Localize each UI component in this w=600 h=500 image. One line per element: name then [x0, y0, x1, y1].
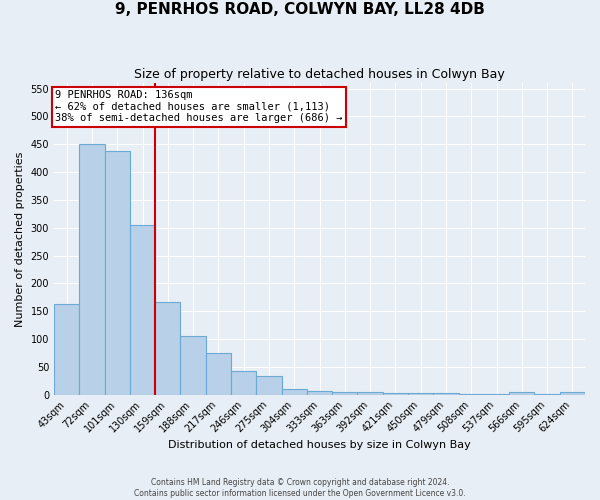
Bar — [281, 389, 307, 394]
Title: Size of property relative to detached houses in Colwyn Bay: Size of property relative to detached ho… — [134, 68, 505, 80]
Text: Contains HM Land Registry data © Crown copyright and database right 2024.
Contai: Contains HM Land Registry data © Crown c… — [134, 478, 466, 498]
Bar — [155, 302, 181, 394]
Bar — [130, 225, 155, 394]
Text: 9, PENRHOS ROAD, COLWYN BAY, LL28 4DB: 9, PENRHOS ROAD, COLWYN BAY, LL28 4DB — [115, 2, 485, 18]
Bar — [332, 392, 358, 394]
Bar — [560, 392, 585, 394]
Bar — [358, 392, 383, 394]
Text: 9 PENRHOS ROAD: 136sqm
← 62% of detached houses are smaller (1,113)
38% of semi-: 9 PENRHOS ROAD: 136sqm ← 62% of detached… — [55, 90, 343, 124]
Bar — [256, 376, 281, 394]
Bar — [104, 152, 130, 394]
Bar — [509, 392, 535, 394]
Bar — [54, 304, 79, 394]
Y-axis label: Number of detached properties: Number of detached properties — [15, 151, 25, 326]
X-axis label: Distribution of detached houses by size in Colwyn Bay: Distribution of detached houses by size … — [168, 440, 471, 450]
Bar — [231, 370, 256, 394]
Bar — [206, 353, 231, 395]
Bar — [181, 336, 206, 394]
Bar — [79, 144, 104, 395]
Bar — [307, 390, 332, 394]
